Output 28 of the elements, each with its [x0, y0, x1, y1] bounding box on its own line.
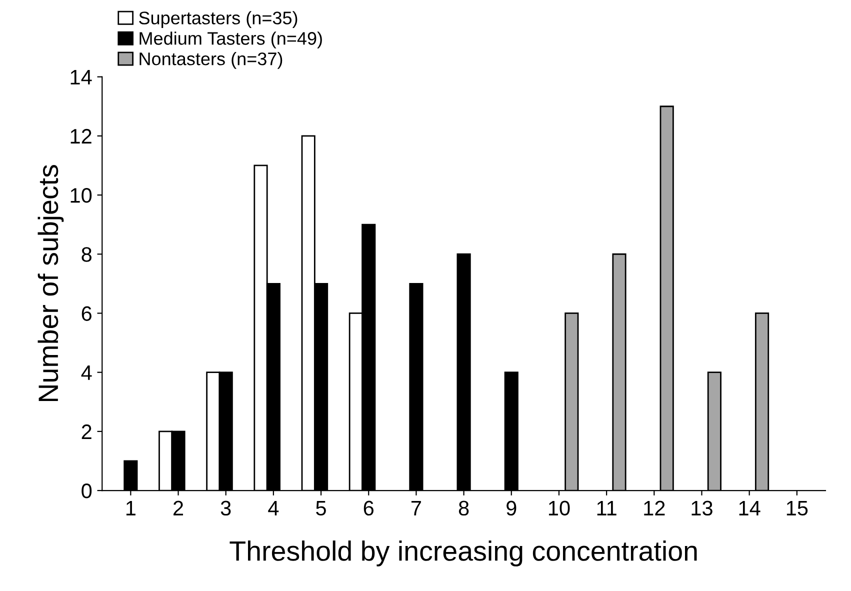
x-tick-label: 13: [692, 500, 712, 516]
x-tick-label: 7: [411, 501, 421, 516]
legend-label: Supertasters (n=35): [139, 11, 298, 28]
legend-label: Nontasters (n=37): [140, 52, 282, 69]
y-tick-label: 2: [82, 424, 92, 439]
x-tick-label: 5: [316, 501, 326, 516]
x-tick-label: 2: [174, 500, 184, 516]
x-tick-label: 8: [458, 500, 469, 516]
y-tick-label: 12: [70, 128, 92, 144]
x-tick-label: 15: [786, 501, 808, 516]
y-tick-label: 0: [82, 484, 92, 498]
x-tick-label: 11: [597, 501, 616, 516]
x-tick-label: 9: [506, 500, 516, 516]
y-axis-title: Number of subjects: [38, 165, 64, 402]
x-tick-label: 4: [268, 501, 279, 516]
y-tick-label: 8: [82, 247, 92, 262]
x-axis-title: Threshold by increasing concentration: [230, 540, 697, 566]
x-tick-label: 1: [126, 501, 136, 516]
x-tick-label: 6: [364, 500, 374, 516]
y-tick-label: 6: [82, 306, 92, 321]
y-tick-label: 4: [81, 366, 92, 380]
legend-label: Medium Tasters (n=49): [140, 32, 322, 48]
x-tick-label: 3: [220, 500, 231, 516]
y-tick-label: 10: [70, 188, 92, 203]
x-tick-label: 12: [644, 500, 665, 516]
y-tick-label: 14: [70, 70, 92, 84]
x-tick-label: 10: [548, 500, 570, 516]
x-tick-label: 14: [739, 501, 760, 516]
